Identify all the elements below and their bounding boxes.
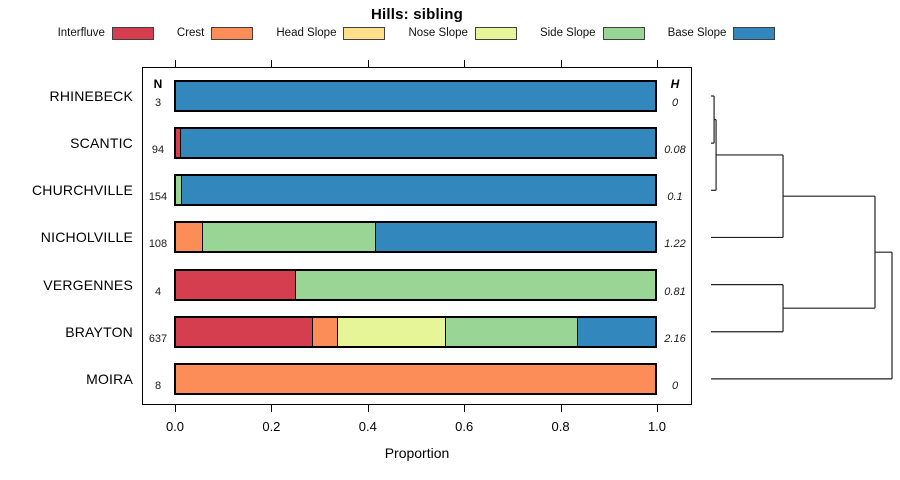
bar-segment-side-slope <box>446 317 578 346</box>
h-value: 0.08 <box>664 144 686 157</box>
axis-tick <box>367 405 369 412</box>
stacked-bar-rhinebeck <box>174 80 657 112</box>
h-value: 2.16 <box>664 332 686 345</box>
axis-tick <box>271 60 273 67</box>
plot-frame <box>142 67 692 405</box>
dendrogram <box>711 95 893 380</box>
bar-segment-base-slope <box>181 129 655 158</box>
bar-segment-base-slope <box>182 176 655 205</box>
bar-segment-base-slope <box>176 82 655 110</box>
axis-tick <box>175 60 176 67</box>
stacked-bar-scantic <box>174 127 657 160</box>
legend-label: Head Slope <box>276 27 337 39</box>
legend-item-side-slope: Side Slope <box>539 26 645 40</box>
bar-segment-interfluve <box>176 129 181 158</box>
legend-swatch <box>211 26 254 40</box>
legend-swatch <box>343 26 386 40</box>
bar-segment-interfluve <box>176 317 313 346</box>
n-value: 4 <box>154 285 162 298</box>
x-axis-title: Proportion <box>384 445 450 461</box>
axis-tick <box>657 405 658 412</box>
row-label-vergennes: VERGENNES <box>43 276 133 293</box>
row-label-moira: MOIRA <box>86 370 133 387</box>
n-column-header: N <box>153 77 163 91</box>
stacked-bar-nicholville <box>174 221 657 254</box>
row-label-rhinebeck: RHINEBECK <box>49 88 133 104</box>
h-value: 1.22 <box>664 238 686 251</box>
axis-tick <box>367 60 369 67</box>
h-column-header: H <box>670 77 680 91</box>
bar-segment-side-slope <box>176 176 182 205</box>
axis-tick <box>560 405 562 412</box>
legend-swatch <box>733 26 776 40</box>
n-value: 94 <box>151 144 165 157</box>
stacked-bar-churchville <box>174 174 657 207</box>
h-value: 0 <box>671 97 679 109</box>
x-tick-label: 1.0 <box>647 419 667 434</box>
row-label-brayton: BRAYTON <box>65 323 133 340</box>
legend-item-interfluve: Interfluve <box>57 26 154 40</box>
legend-item-head-slope: Head Slope <box>276 26 386 40</box>
stacked-bar-vergennes <box>174 268 657 301</box>
stacked-bar-moira <box>174 362 657 395</box>
legend-item-nose-slope: Nose Slope <box>408 26 517 40</box>
legend-label: Interfluve <box>57 27 105 39</box>
n-value: 637 <box>148 332 168 345</box>
legend-item-crest: Crest <box>176 26 254 40</box>
axis-tick <box>464 405 466 412</box>
n-value: 8 <box>154 379 162 392</box>
bar-segment-crest <box>313 317 338 346</box>
legend-swatch <box>111 26 154 40</box>
stacked-bar-brayton <box>174 315 657 348</box>
h-value: 0 <box>671 379 679 392</box>
bar-segment-crest <box>176 223 203 252</box>
n-value: 3 <box>154 97 162 109</box>
legend-item-base-slope: Base Slope <box>667 26 776 40</box>
chart-title: Hills: sibling <box>371 6 463 23</box>
x-tick-label: 0.8 <box>551 419 570 434</box>
row-label-scantic: SCANTIC <box>70 135 133 152</box>
axis-tick <box>657 60 658 67</box>
bar-segment-side-slope <box>296 270 655 299</box>
n-value: 154 <box>148 191 168 204</box>
bar-segment-base-slope <box>376 223 655 252</box>
legend-label: Nose Slope <box>408 27 468 39</box>
legend-swatch <box>474 26 517 40</box>
h-value: 0.1 <box>667 191 683 204</box>
bar-segment-crest <box>176 364 655 393</box>
x-tick-label: 0.0 <box>165 419 185 434</box>
legend-label: Crest <box>176 27 205 39</box>
row-label-churchville: CHURCHVILLE <box>32 182 133 199</box>
legend: Interfluve Crest Head Slope Nose Slope Side … <box>0 25 833 41</box>
x-tick-label: 0.2 <box>262 419 281 434</box>
axis-tick <box>175 405 176 412</box>
bar-segment-interfluve <box>176 270 296 299</box>
legend-label: Side Slope <box>539 27 596 39</box>
h-value: 0.81 <box>664 285 686 298</box>
n-value: 108 <box>148 238 168 251</box>
row-label-nicholville: NICHOLVILLE <box>40 229 133 246</box>
axis-tick <box>464 60 466 67</box>
bar-segment-base-slope <box>578 317 655 346</box>
x-tick-label: 0.4 <box>358 419 377 434</box>
x-tick-label: 0.6 <box>455 419 474 434</box>
bar-segment-nose-slope <box>338 317 446 346</box>
legend-swatch <box>602 26 645 40</box>
legend-label: Base Slope <box>667 27 727 39</box>
bar-segment-side-slope <box>203 223 376 252</box>
axis-tick <box>271 405 273 412</box>
axis-tick <box>560 60 562 67</box>
